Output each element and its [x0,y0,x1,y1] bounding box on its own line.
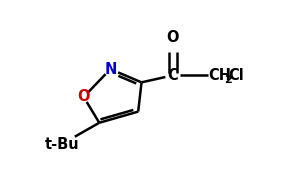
Text: N: N [104,62,117,77]
Text: t-Bu: t-Bu [45,137,79,152]
Text: O: O [77,89,90,104]
Text: 2: 2 [224,75,232,85]
Text: CH: CH [208,68,231,83]
Text: Cl: Cl [229,68,245,83]
Text: C: C [167,68,178,83]
Text: O: O [166,30,179,45]
